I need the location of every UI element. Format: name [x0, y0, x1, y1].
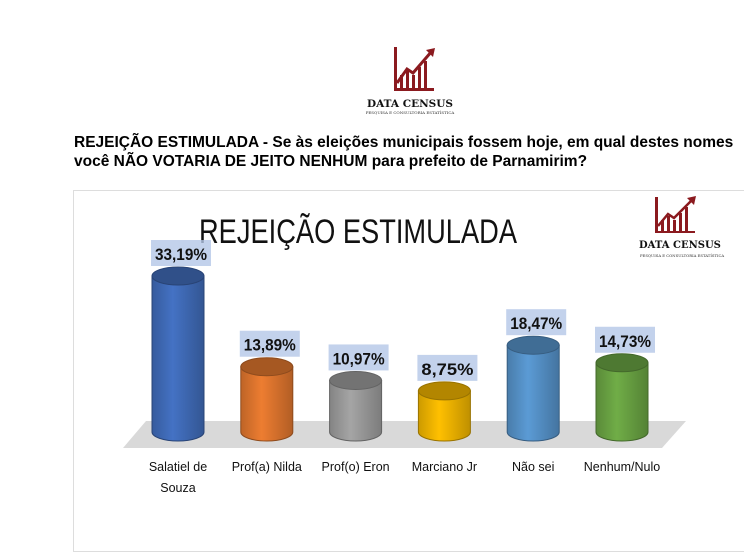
- bar-body: [417, 390, 471, 442]
- chart-logo-name: DATA CENSUS: [639, 240, 721, 251]
- bar-top: [240, 357, 294, 377]
- data-label: 33,19%: [155, 245, 207, 264]
- data-label: 10,97%: [333, 349, 385, 368]
- data-label: 13,89%: [244, 336, 296, 355]
- logo-name: DATA CENSUS: [367, 98, 453, 110]
- bar-chart: REJEIÇÃO ESTIMULADA 33,19% Salatiel de Sou…: [123, 196, 724, 495]
- data-label-box: [506, 309, 567, 336]
- data-label-box: [239, 330, 300, 357]
- bar-top: [506, 335, 560, 355]
- bar-body: [240, 366, 294, 442]
- data-label-box: [595, 326, 655, 353]
- bar-top: [151, 266, 205, 286]
- chart-title: REJEIÇÃO ESTIMULADA: [199, 213, 517, 251]
- bar-body: [329, 379, 383, 442]
- chart-logo: DATA CENSUS PESQUISA E CONSULTORIA ESTAT…: [639, 196, 724, 258]
- question-text: REJEIÇÃO ESTIMULADA - Se às eleições mun…: [74, 134, 734, 170]
- data-label-box: [151, 240, 211, 267]
- bar-top: [595, 353, 649, 373]
- data-label: 14,73%: [599, 332, 651, 351]
- bar-2: 10,97% Prof(o) Eron: [322, 344, 390, 474]
- bar-3: 8,75% Marciano Jr: [412, 354, 478, 474]
- bar-body: [595, 362, 649, 442]
- bar-1: 13,89% Prof(a) Nilda: [232, 330, 302, 474]
- chart-logo-tagline: PESQUISA E CONSULTORIA ESTATÍSTICA: [640, 253, 724, 258]
- category-label: Nenhum/Nulo: [584, 460, 660, 474]
- category-label: Salatiel de: [149, 460, 207, 474]
- bar-top: [329, 370, 383, 390]
- category-label: Não sei: [512, 460, 554, 474]
- data-label-box: [417, 354, 478, 381]
- header-logo: DATA CENSUS PESQUISA E CONSULTORIA ESTAT…: [352, 45, 468, 115]
- logo-tagline: PESQUISA E CONSULTORIA ESTATÍSTICA: [365, 110, 455, 115]
- bar-top: [417, 381, 471, 401]
- category-label: Prof(a) Nilda: [232, 460, 302, 474]
- chart-growth-icon: [394, 47, 435, 91]
- category-label: Marciano Jr: [412, 460, 477, 474]
- bar-4: 18,47% Não sei: [506, 309, 567, 474]
- bar-body: [151, 275, 205, 442]
- category-label: Souza: [160, 481, 195, 495]
- data-label-box: [328, 344, 389, 371]
- data-label: 8,75%: [421, 360, 473, 379]
- bar-body: [506, 344, 560, 442]
- data-label: 18,47%: [510, 314, 562, 333]
- category-label: Prof(o) Eron: [322, 460, 390, 474]
- bar-5: 14,73% Nenhum/Nulo: [584, 326, 660, 474]
- bar-0: 33,19% Salatiel de Souza: [149, 240, 211, 495]
